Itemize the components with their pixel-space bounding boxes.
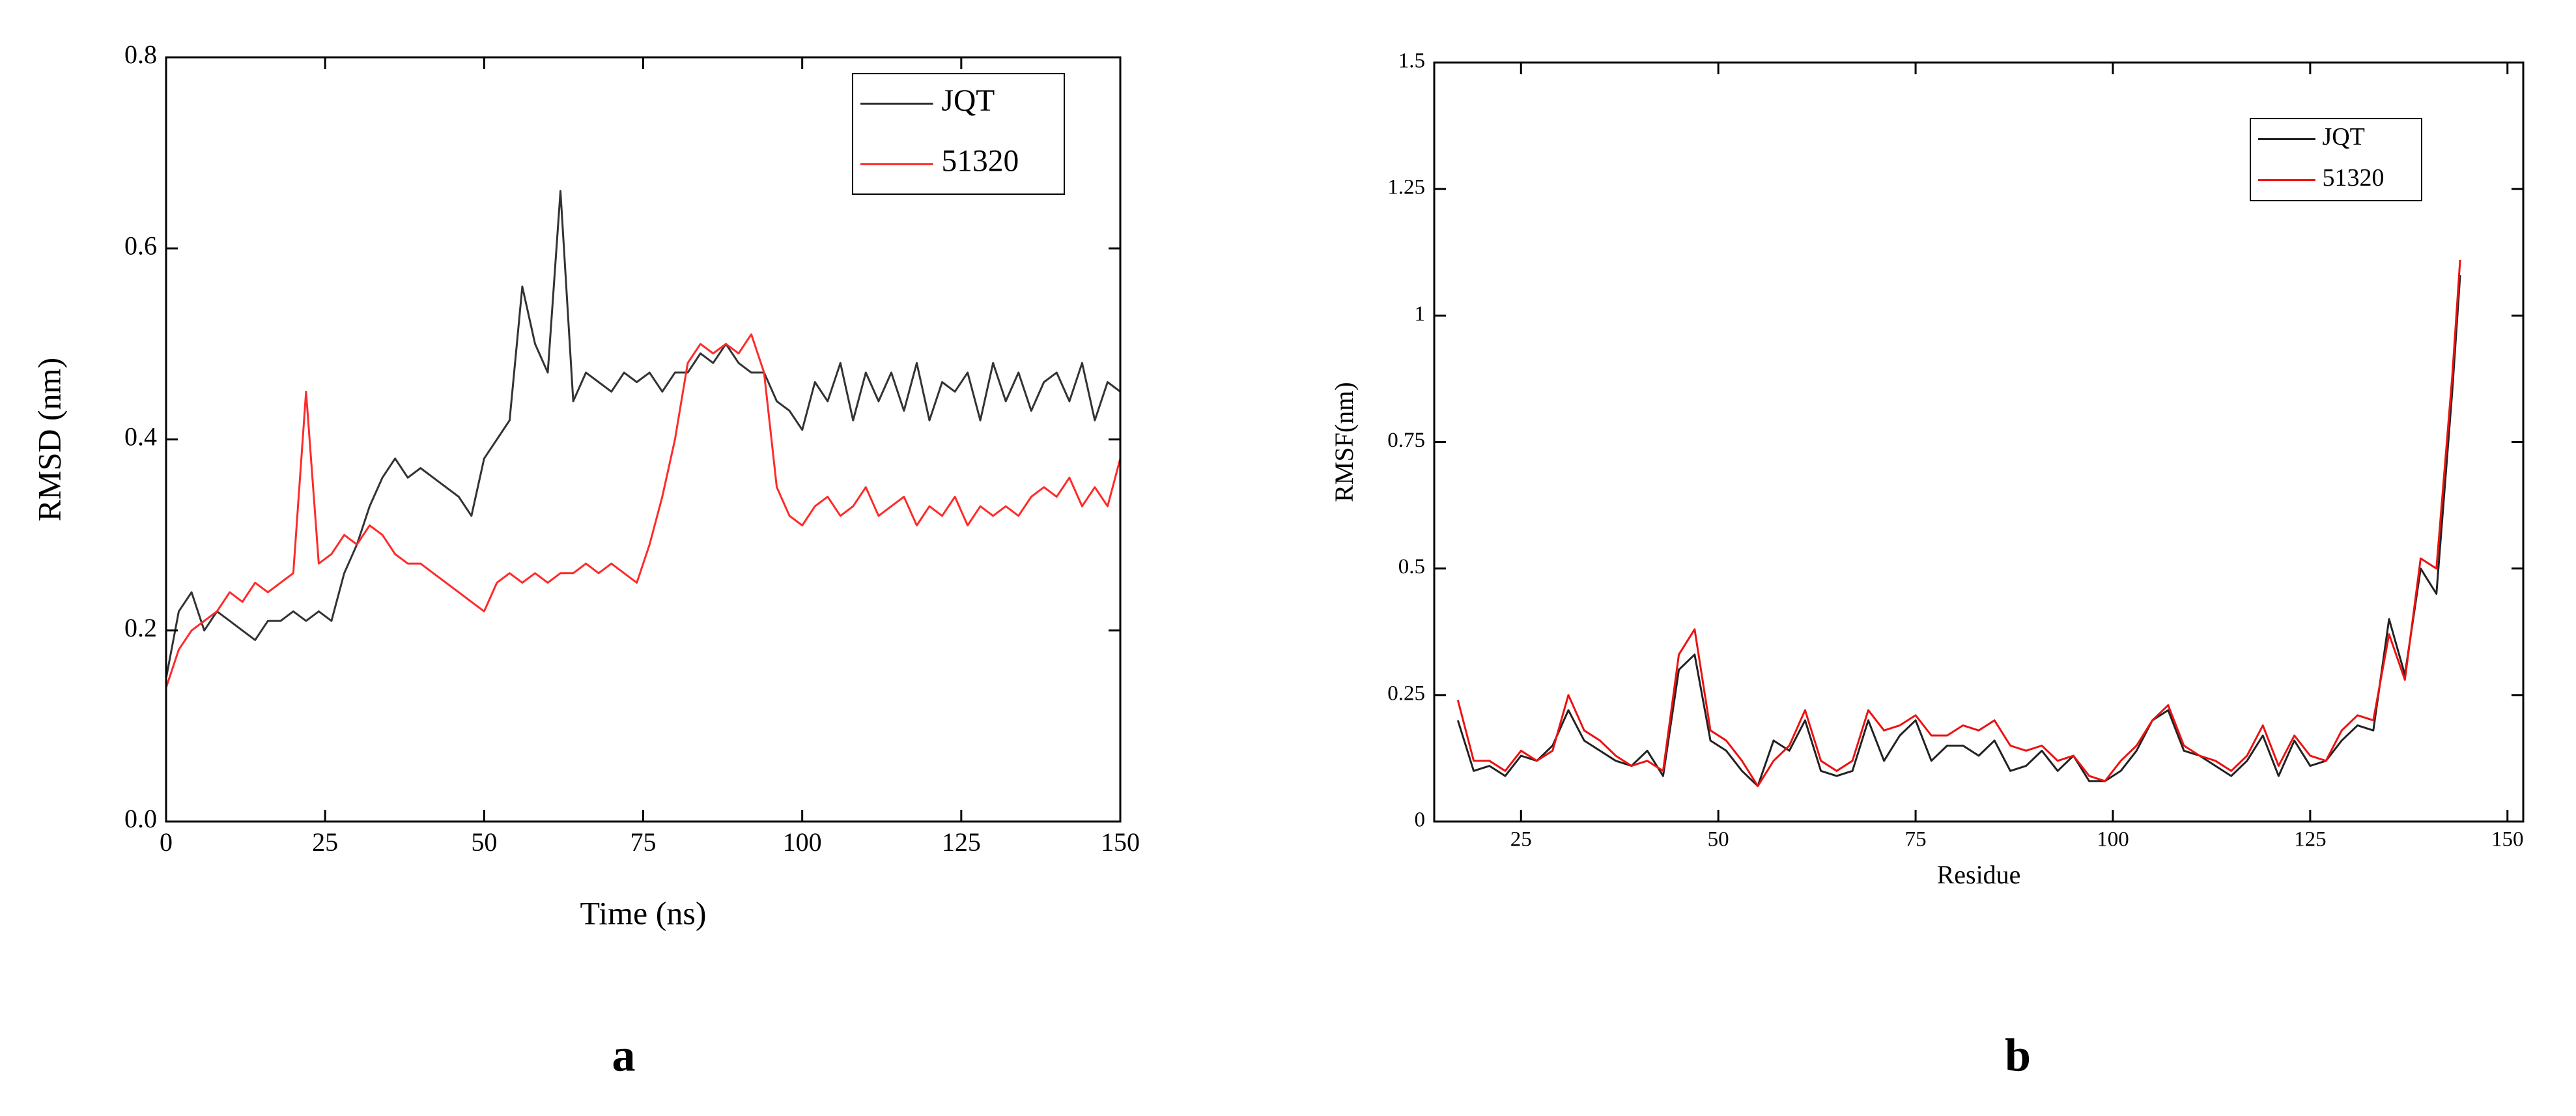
x-tick-label: 125 xyxy=(2294,827,2327,851)
y-tick-label: 0.2 xyxy=(124,613,157,642)
data-line xyxy=(165,190,1121,679)
x-tick-label: 100 xyxy=(2097,827,2129,851)
y-tick-label: 0.4 xyxy=(124,422,157,451)
x-tick-label: 150 xyxy=(2491,827,2524,851)
y-tick-label: 0.25 xyxy=(1387,681,1425,705)
legend-label: 51320 xyxy=(2322,164,2384,192)
panel-label: b xyxy=(2005,1029,2031,1081)
y-tick-label: 0.75 xyxy=(1387,429,1425,452)
y-axis-label: RMSD (nm) xyxy=(31,358,67,521)
legend-label: JQT xyxy=(942,84,995,118)
y-tick-label: 0 xyxy=(1415,808,1426,832)
legend-box xyxy=(2250,118,2422,201)
x-axis-label: Residue xyxy=(1937,860,2021,889)
x-tick-label: 25 xyxy=(312,827,338,857)
legend-label: JQT xyxy=(2322,123,2364,150)
y-tick-label: 0.8 xyxy=(124,40,157,69)
y-tick-label: 0.6 xyxy=(124,231,157,260)
x-tick-label: 75 xyxy=(1905,827,1927,851)
x-tick-label: 75 xyxy=(630,827,657,857)
y-axis-label: RMSF(nm) xyxy=(1329,382,1359,502)
x-tick-label: 100 xyxy=(783,827,822,857)
y-tick-label: 1 xyxy=(1415,302,1426,326)
panel-label: a xyxy=(612,1029,636,1081)
data-line xyxy=(165,333,1122,689)
x-tick-label: 50 xyxy=(1708,827,1729,851)
plot xyxy=(165,190,1122,689)
x-tick-label: 0 xyxy=(160,827,173,857)
x-tick-label: 150 xyxy=(1101,827,1140,857)
x-axis-label: Time (ns) xyxy=(580,894,706,931)
y-tick-label: 0.5 xyxy=(1398,555,1425,579)
plot xyxy=(1456,259,2461,788)
y-tick-label: 1.25 xyxy=(1387,176,1425,199)
x-tick-label: 25 xyxy=(1510,827,1532,851)
y-tick-label: 0.0 xyxy=(124,804,157,833)
x-tick-label: 125 xyxy=(942,827,981,857)
legend-box xyxy=(852,73,1065,195)
data-line xyxy=(1456,275,2461,788)
data-line xyxy=(1456,259,2461,788)
legend-label: 51320 xyxy=(942,145,1019,179)
x-tick-label: 50 xyxy=(471,827,497,857)
y-tick-label: 1.5 xyxy=(1398,50,1425,73)
